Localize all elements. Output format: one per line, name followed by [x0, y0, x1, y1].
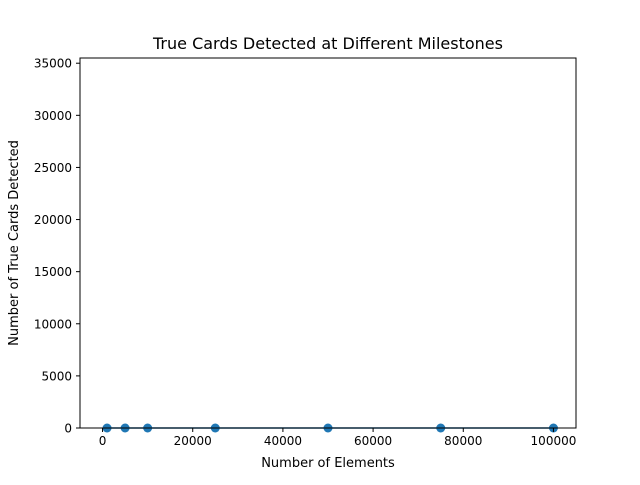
- x-tick-label: 80000: [444, 434, 482, 448]
- y-axis: 0 5000 10000 15000 20000 25000 30000 35000: [34, 57, 80, 436]
- y-tick-label: 35000: [34, 57, 72, 71]
- x-tick-label: 20000: [174, 434, 212, 448]
- y-tick-label: 20000: [34, 213, 72, 227]
- x-axis: 0 20000 40000 60000 80000 100000: [99, 428, 577, 448]
- plot-frame: [79, 57, 577, 429]
- y-tick-label: 15000: [34, 265, 72, 279]
- x-tick-label: 60000: [354, 434, 392, 448]
- x-tick-label: 100000: [531, 434, 577, 448]
- plot-background: [80, 58, 576, 428]
- plot-area: [79, 57, 577, 433]
- x-tick-label: 0: [99, 434, 107, 448]
- y-tick-label: 5000: [41, 369, 72, 383]
- x-axis-label: Number of Elements: [261, 456, 395, 471]
- x-tick-label: 40000: [264, 434, 302, 448]
- y-tick-label: 25000: [34, 161, 72, 175]
- y-tick-label: 10000: [34, 317, 72, 331]
- y-tick-label: 0: [64, 422, 72, 436]
- y-tick-label: 30000: [34, 109, 72, 123]
- chart-title: True Cards Detected at Different Milesto…: [152, 34, 503, 53]
- y-axis-label: Number of True Cards Detected: [7, 140, 22, 346]
